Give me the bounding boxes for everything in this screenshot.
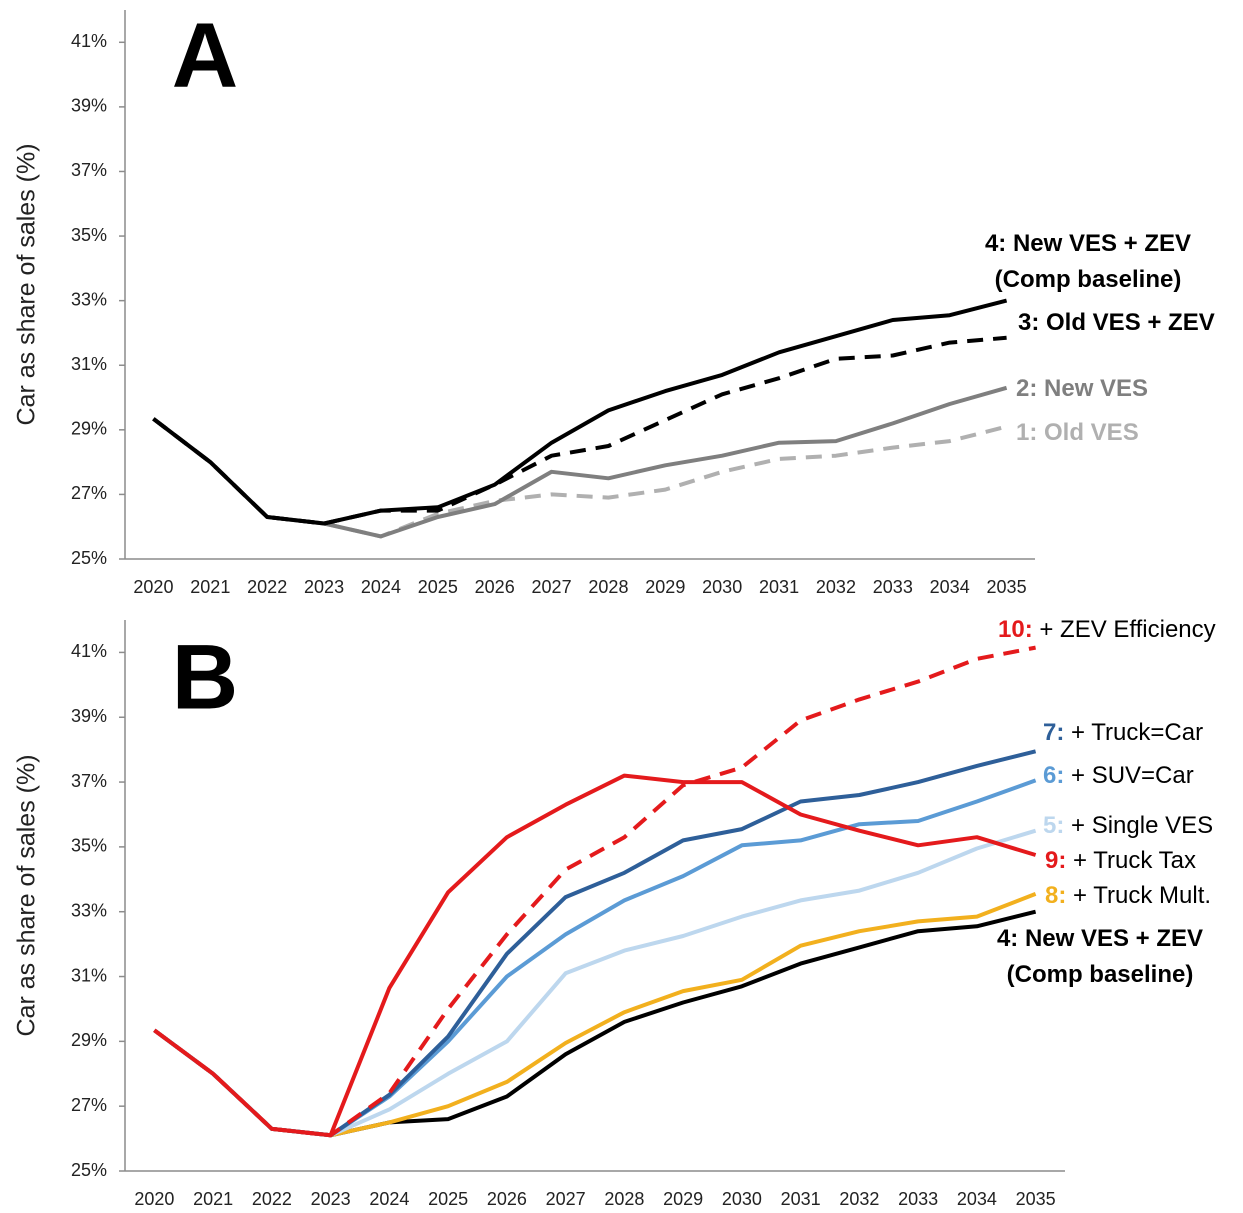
x-tick-label: 2023: [304, 577, 344, 597]
x-tick-label: 2025: [428, 1189, 468, 1209]
series-line: [153, 778, 1037, 1138]
y-tick-label: 41%: [71, 31, 107, 51]
x-tick-label: 2024: [369, 1189, 409, 1209]
x-tick-label: 2035: [1016, 1189, 1056, 1209]
series-line: [152, 335, 1007, 526]
x-tick-label: 2027: [546, 1189, 586, 1209]
y-tick-label: 31%: [71, 354, 107, 374]
y-tick-label: 27%: [71, 483, 107, 503]
y-tick-label: 37%: [71, 771, 107, 791]
series-label: 3: Old VES + ZEV: [1018, 309, 1215, 336]
x-tick-label: 2021: [190, 577, 230, 597]
series-line: [153, 773, 1037, 1138]
y-tick-label: 31%: [71, 965, 107, 985]
x-tick-label: 2031: [759, 577, 799, 597]
series-label: 10: + ZEV Efficiency: [998, 616, 1216, 643]
x-tick-label: 2027: [532, 577, 572, 597]
x-tick-label: 2023: [311, 1189, 351, 1209]
x-tick-label: 2026: [475, 577, 515, 597]
x-tick-label: 2026: [487, 1189, 527, 1209]
x-tick-label: 2029: [663, 1189, 703, 1209]
x-tick-label: 2020: [133, 577, 173, 597]
y-tick-label: 39%: [71, 96, 107, 116]
series-line: [153, 749, 1037, 1138]
x-tick-label: 2030: [722, 1189, 762, 1209]
y-tick-label: 25%: [71, 548, 107, 568]
x-tick-label: 2031: [781, 1189, 821, 1209]
x-tick-label: 2021: [193, 1189, 233, 1209]
y-tick-label: 25%: [71, 1160, 107, 1180]
series-line: [152, 385, 1008, 539]
series-label: 7: + Truck=Car: [1043, 719, 1204, 746]
chart-title: B: [172, 626, 238, 728]
y-tick-label: 35%: [71, 225, 107, 245]
y-tick-label: 39%: [71, 706, 107, 726]
x-tick-label: 2035: [987, 577, 1027, 597]
y-tick-label: 41%: [71, 641, 107, 661]
chart-title: A: [172, 4, 238, 106]
x-tick-label: 2028: [588, 577, 628, 597]
y-tick-label: 33%: [71, 289, 107, 309]
y-tick-label: 37%: [71, 160, 107, 180]
series-line: [152, 298, 1008, 526]
series-label: 4: New VES + ZEV (Comp baseline): [996, 925, 1204, 988]
series-line: [153, 909, 1037, 1138]
y-tick-label: 27%: [71, 1095, 107, 1115]
series-line: [153, 892, 1037, 1138]
x-tick-label: 2029: [645, 577, 685, 597]
y-axis-label: Car as share of sales (%): [13, 754, 41, 1036]
series-line: [153, 828, 1037, 1138]
series-line: [153, 645, 1036, 1138]
x-tick-label: 2033: [873, 577, 913, 597]
x-tick-label: 2034: [930, 577, 970, 597]
y-tick-label: 33%: [71, 900, 107, 920]
x-tick-label: 2022: [247, 577, 287, 597]
series-label: 4: New VES + ZEV (Comp baseline): [984, 230, 1192, 293]
x-tick-label: 2032: [839, 1189, 879, 1209]
series-line: [152, 417, 1008, 539]
x-tick-label: 2032: [816, 577, 856, 597]
y-axis-label: Car as share of sales (%): [13, 143, 41, 425]
x-tick-label: 2030: [702, 577, 742, 597]
x-tick-label: 2020: [134, 1189, 174, 1209]
x-tick-label: 2024: [361, 577, 401, 597]
y-tick-label: 29%: [71, 419, 107, 439]
series-label: 2: New VES: [1016, 375, 1149, 402]
y-tick-label: 29%: [71, 1030, 107, 1050]
x-tick-label: 2033: [898, 1189, 938, 1209]
series-label: 6: + SUV=Car: [1043, 762, 1194, 789]
x-tick-label: 2028: [604, 1189, 644, 1209]
series-label: 5: + Single VES: [1043, 812, 1214, 839]
x-tick-label: 2025: [418, 577, 458, 597]
series-label: 9: + Truck Tax: [1045, 847, 1196, 874]
x-tick-label: 2034: [957, 1189, 997, 1209]
x-tick-label: 2022: [252, 1189, 292, 1209]
y-tick-label: 35%: [71, 836, 107, 856]
series-label: 1: Old VES: [1016, 419, 1139, 446]
series-label: 8: + Truck Mult.: [1045, 882, 1212, 909]
